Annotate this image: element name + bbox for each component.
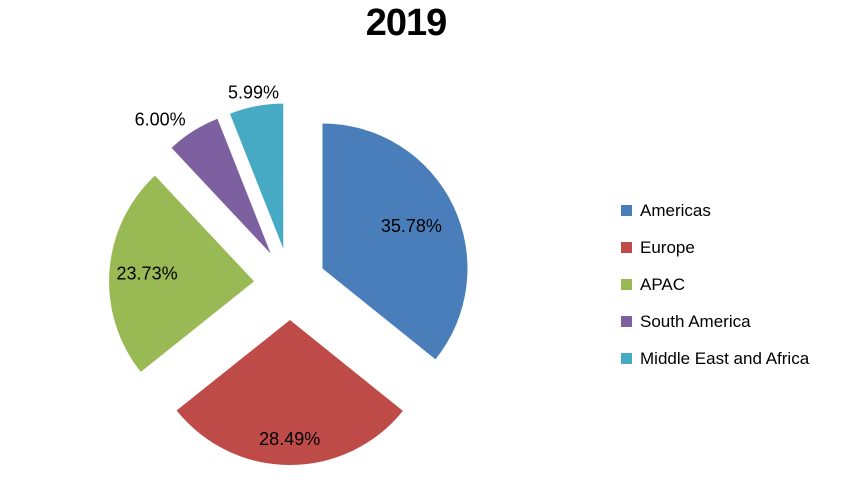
legend-item-south-america[interactable]: South America [621, 303, 809, 340]
chart-legend: Americas Europe APAC South America Middle Ea… [621, 192, 809, 377]
pie-label-apac: 23.73% [117, 264, 178, 284]
legend-swatch-apac [621, 279, 632, 290]
pie-label-americas: 35.78% [381, 216, 442, 236]
pie-slice-apac[interactable] [109, 175, 255, 372]
legend-swatch-americas [621, 205, 632, 216]
legend-item-europe[interactable]: Europe [621, 229, 809, 266]
pie-label-middle-east-and-africa: 5.99% [228, 82, 279, 102]
legend-label: Americas [640, 200, 711, 220]
pie-slice-south-america[interactable] [171, 118, 271, 254]
legend-swatch-middle-east-and-africa [621, 353, 632, 364]
pie-slice-europe[interactable] [176, 320, 403, 465]
pie-slice-middle-east-and-africa[interactable] [229, 103, 284, 249]
chart-title: 2019 [365, 2, 448, 44]
legend-item-middle-east-and-africa[interactable]: Middle East and Africa [621, 340, 809, 377]
legend-swatch-europe [621, 242, 632, 253]
pie-slice-americas[interactable] [322, 123, 468, 360]
legend-label: APAC [640, 274, 686, 294]
pie-label-europe: 28.49% [259, 429, 320, 449]
legend-label: Middle East and Africa [640, 348, 810, 368]
legend-swatch-south-america [621, 316, 632, 327]
legend-label: South America [640, 311, 751, 331]
legend-label: Europe [640, 237, 695, 257]
pie-label-south-america: 6.00% [135, 109, 186, 129]
legend-item-apac[interactable]: APAC [621, 266, 809, 303]
legend-item-americas[interactable]: Americas [621, 192, 809, 229]
